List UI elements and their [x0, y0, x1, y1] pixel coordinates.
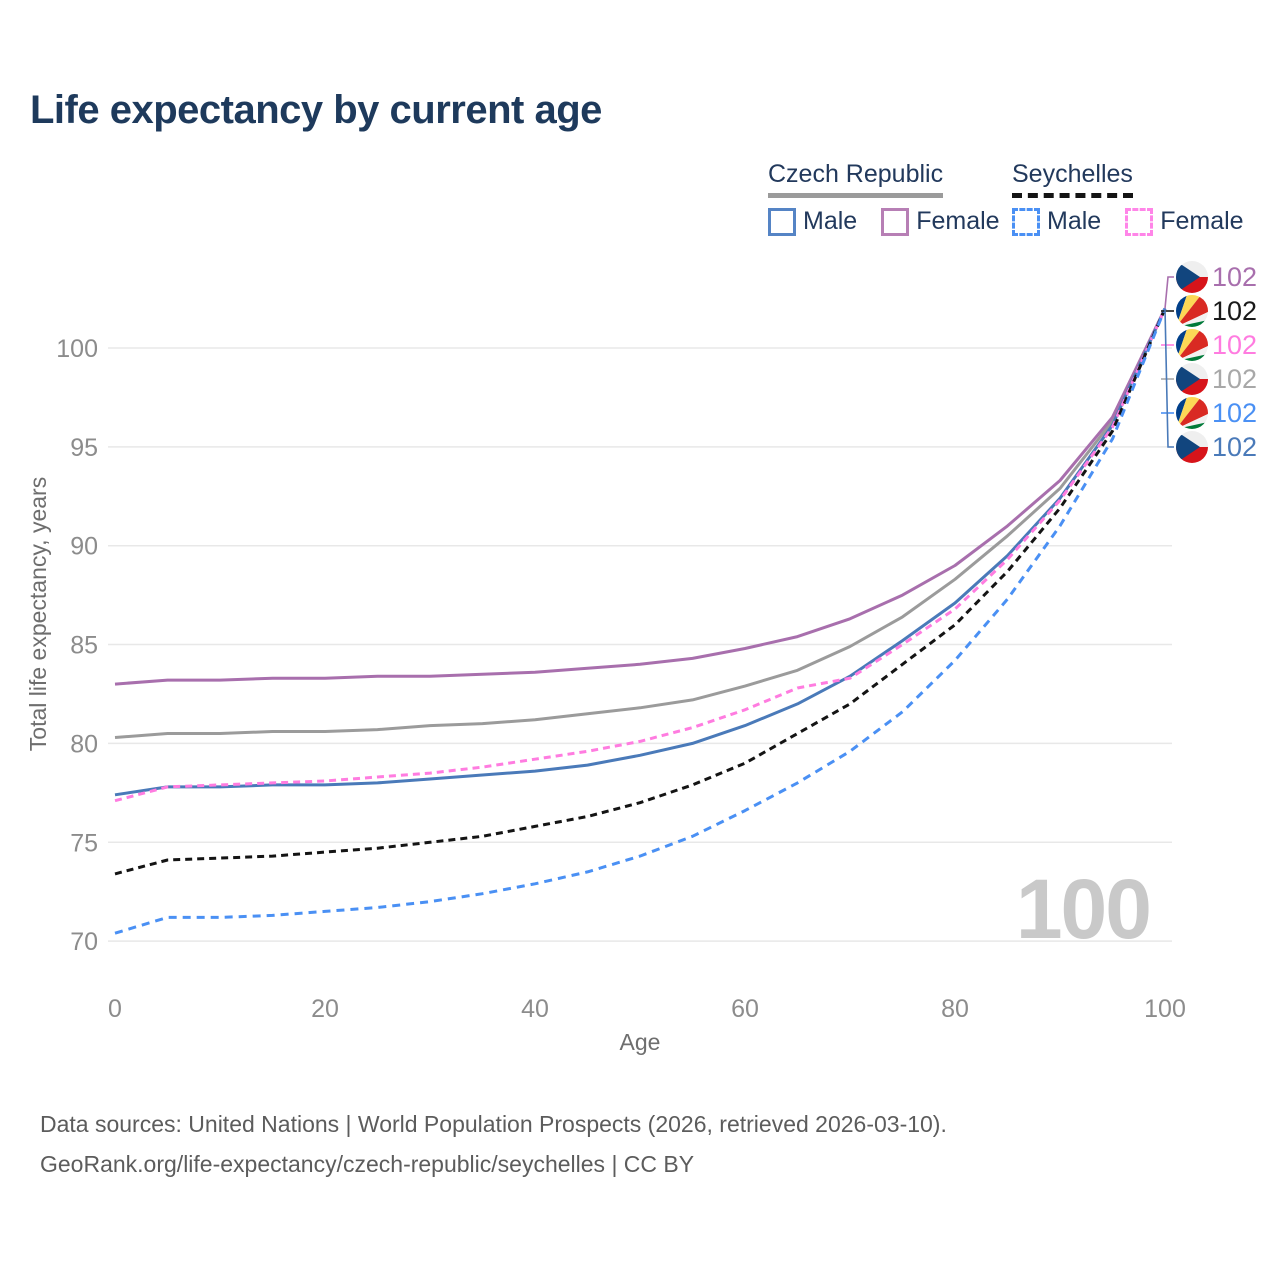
page-title: Life expectancy by current age: [30, 88, 602, 132]
legend-group-seychelles: Seychelles Male Female: [1012, 160, 1268, 236]
age-counter-watermark: 100: [1016, 862, 1150, 956]
legend-item-label: Female: [1160, 207, 1244, 235]
end-value-label-czech-female: 102: [1212, 262, 1257, 292]
data-source-line: Data sources: United Nations | World Pop…: [40, 1111, 947, 1137]
legend-item-label: Male: [1047, 207, 1102, 235]
x-axis-title: Age: [620, 1029, 661, 1055]
end-value-label-seychelles-female: 102: [1212, 330, 1257, 360]
dashed-swatch-icon: [1012, 207, 1040, 236]
y-tick-label-90: 90: [70, 533, 98, 561]
legend-item-seychelles-male[interactable]: Male: [1012, 207, 1101, 236]
legend-item-seychelles-female[interactable]: Female: [1125, 207, 1244, 236]
series-line-czech-male[interactable]: [114, 307, 1167, 797]
legend: Czech Republic Male Female Seychelles Male Fe…: [0, 160, 1280, 240]
seychelles-flag-icon: [1176, 397, 1208, 429]
series-line-czech-both[interactable]: [114, 307, 1167, 739]
legend-group-title: Seychelles: [1012, 160, 1133, 198]
y-axis-title: Total life expectancy, years: [25, 477, 51, 751]
end-value-label-seychelles-both: 102: [1212, 296, 1257, 326]
footer: Data sources: United Nations | World Pop…: [40, 1104, 947, 1184]
legend-group-title: Czech Republic: [768, 160, 944, 198]
seychelles-flag-icon: [1176, 329, 1208, 361]
czech-flag-icon: [1176, 363, 1208, 395]
x-tick-label-20: 20: [311, 995, 339, 1023]
x-tick-label-100: 100: [1144, 995, 1186, 1023]
czech-flag-icon: [1176, 431, 1208, 463]
y-tick-label-80: 80: [70, 730, 98, 758]
x-tick-label-80: 80: [941, 995, 969, 1023]
y-tick-label-100: 100: [56, 335, 98, 363]
attribution-line: GeoRank.org/life-expectancy/czech-republ…: [40, 1151, 695, 1177]
seychelles-flag-icon: [1176, 295, 1208, 327]
label-connector-czech-female: [1164, 276, 1174, 309]
y-tick-label-85: 85: [70, 632, 98, 660]
series-line-seychelles-female[interactable]: [114, 307, 1167, 803]
end-value-label-czech-male: 102: [1212, 432, 1257, 462]
series-line-seychelles-both[interactable]: [114, 307, 1167, 876]
legend-item-czech-republic-female[interactable]: Female: [881, 207, 1000, 236]
y-tick-label-70: 70: [70, 928, 98, 956]
end-value-label-czech-both: 102: [1212, 364, 1257, 394]
series-line-czech-female[interactable]: [114, 307, 1167, 686]
x-tick-label-40: 40: [521, 995, 549, 1023]
legend-item-label: Female: [916, 207, 1000, 235]
solid-swatch-icon: [768, 207, 796, 236]
x-tick-label-60: 60: [731, 995, 759, 1023]
legend-group-czech-republic: Czech Republic Male Female: [768, 160, 1024, 236]
solid-swatch-icon: [881, 207, 910, 236]
czech-flag-icon: [1176, 261, 1208, 293]
dashed-swatch-icon: [1125, 207, 1154, 236]
series-line-seychelles-male[interactable]: [114, 307, 1167, 935]
label-connector-czech-male: [1164, 308, 1174, 448]
y-tick-label-95: 95: [70, 434, 98, 462]
x-tick-label-0: 0: [108, 995, 122, 1023]
end-value-label-seychelles-male: 102: [1212, 398, 1257, 428]
y-tick-label-75: 75: [70, 829, 98, 857]
legend-item-czech-republic-male[interactable]: Male: [768, 207, 857, 236]
legend-item-label: Male: [803, 207, 858, 235]
